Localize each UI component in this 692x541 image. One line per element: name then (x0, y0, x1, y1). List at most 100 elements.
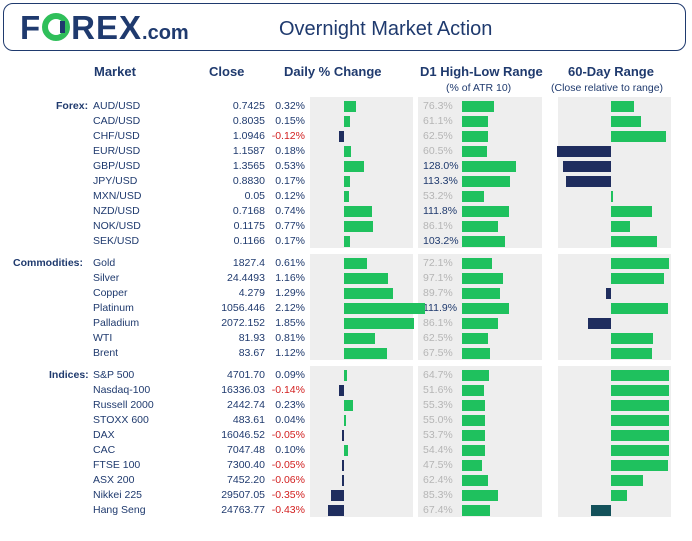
daily-change-bar (342, 460, 344, 471)
d1-range-bar (462, 273, 503, 284)
market-name: CHF/USD (93, 130, 140, 142)
d1-range-bar (462, 101, 495, 112)
d1-range-bar (462, 221, 499, 232)
market-name: JPY/USD (93, 175, 138, 187)
range60-bar (611, 131, 667, 142)
range60-bar (587, 318, 611, 329)
daily-change-value: 0.61% (275, 257, 305, 269)
daily-change-bar (327, 505, 344, 516)
chart-panel-daily (310, 366, 413, 517)
daily-change-bar (344, 191, 349, 202)
range60-bar (611, 236, 658, 247)
d1-range-bar (462, 116, 488, 127)
forex-logo: F REX.com (20, 9, 189, 46)
d1-range-value: 54.4% (423, 444, 453, 456)
d1-range-bar (462, 490, 498, 501)
range60-bar (611, 460, 668, 471)
daily-change-bar (344, 333, 375, 344)
close-value: 2072.152 (221, 317, 265, 329)
d1-range-bar (462, 258, 493, 269)
daily-change-bar (344, 206, 373, 217)
market-name: Copper (93, 287, 128, 299)
range60-bar (611, 303, 668, 314)
daily-change-bar (344, 116, 350, 127)
close-value: 1.3565 (232, 160, 265, 172)
daily-change-value: 0.23% (275, 399, 305, 411)
d1-range-value: 67.5% (423, 347, 453, 359)
close-value: 24.4493 (227, 272, 265, 284)
daily-change-value: 0.18% (275, 145, 305, 157)
d1-range-value: 53.2% (423, 190, 453, 202)
daily-change-value: 0.15% (275, 115, 305, 127)
d1-range-value: 128.0% (423, 160, 459, 172)
close-value: 29507.05 (221, 489, 265, 501)
market-name: CAC (93, 444, 116, 456)
close-value: 0.8035 (232, 115, 265, 127)
daily-change-bar (339, 131, 344, 142)
close-value: 7047.48 (227, 444, 265, 456)
market-name: Hang Seng (93, 504, 146, 516)
d1-range-bar (462, 161, 516, 172)
d1-range-value: 62.5% (423, 332, 453, 344)
daily-change-bar (344, 146, 351, 157)
range60-bar (557, 146, 611, 157)
range60-bar (611, 430, 669, 441)
range60-bar (611, 333, 653, 344)
daily-change-value: 0.17% (275, 175, 305, 187)
d1-range-bar (462, 348, 491, 359)
market-name: Silver (93, 272, 120, 284)
d1-range-bar (462, 385, 484, 396)
d1-range-value: 72.1% (423, 257, 453, 269)
daily-change-bar (344, 400, 353, 411)
daily-change-value: -0.35% (271, 489, 305, 501)
range60-bar (611, 206, 652, 217)
daily-change-value: -0.43% (271, 504, 305, 516)
range60-bar (611, 273, 665, 284)
group-label: Indices: (49, 369, 89, 381)
group-label: Forex: (56, 100, 89, 112)
daily-change-value: 1.12% (275, 347, 305, 359)
market-name: Nasdaq-100 (93, 384, 151, 396)
daily-change-bar (344, 415, 346, 426)
daily-change-value: 0.12% (275, 190, 305, 202)
group-label: Commodities: (13, 257, 84, 269)
close-value: 0.7168 (232, 205, 265, 217)
market-name: S&P 500 (93, 369, 135, 381)
d1-range-value: 97.1% (423, 272, 453, 284)
d1-range-bar (462, 318, 499, 329)
daily-change-value: 1.16% (275, 272, 305, 284)
daily-change-value: 0.04% (275, 414, 305, 426)
market-name: Gold (93, 257, 116, 269)
range60-bar (611, 475, 644, 486)
daily-change-value: 0.10% (275, 444, 305, 456)
d1-range-bar (462, 370, 490, 381)
d1-range-bar (462, 288, 500, 299)
range60-bar (611, 370, 669, 381)
close-value: 81.93 (238, 332, 265, 344)
d1-range-value: 47.5% (423, 459, 453, 471)
daily-change-bar (344, 445, 348, 456)
d1-range-bar (462, 303, 509, 314)
range60-bar (563, 161, 611, 172)
daily-change-bar (344, 101, 357, 112)
col-header-daily: Daily % Change (284, 64, 382, 79)
d1-range-value: 51.6% (423, 384, 453, 396)
daily-change-value: 0.53% (275, 160, 305, 172)
close-value: 0.05 (244, 190, 265, 202)
d1-range-bar (462, 475, 489, 486)
page-title: Overnight Market Action (279, 18, 493, 40)
close-value: 2442.74 (227, 399, 265, 411)
d1-range-value: 62.4% (423, 474, 453, 486)
close-value: 0.1166 (233, 235, 265, 247)
market-name: Brent (93, 347, 119, 359)
range60-bar (611, 415, 669, 426)
d1-range-value: 55.0% (423, 414, 453, 426)
close-value: 83.67 (238, 347, 265, 359)
daily-change-bar (344, 288, 394, 299)
close-value: 4.279 (238, 287, 265, 299)
range60-bar (611, 490, 628, 501)
close-value: 24763.77 (221, 504, 265, 516)
daily-change-value: 0.77% (275, 220, 305, 232)
market-name: Nikkei 225 (93, 489, 143, 501)
header-box: F REX.com Overnight Market Action (3, 3, 686, 51)
